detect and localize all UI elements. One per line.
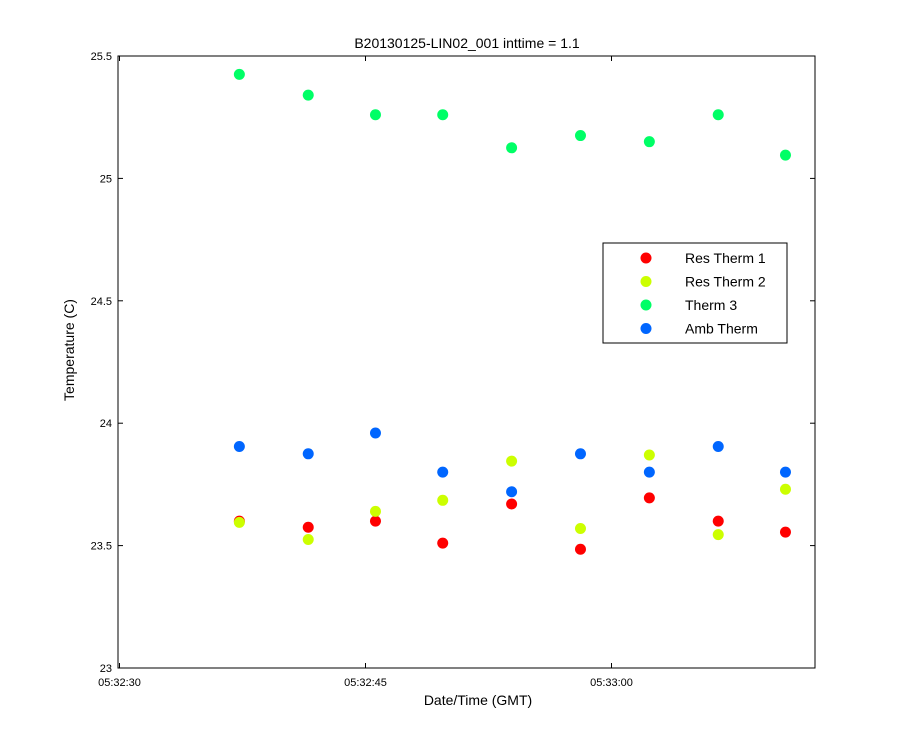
point-res-therm-2-1	[233, 516, 245, 528]
x-tick-label: 05:32:30	[98, 677, 141, 689]
point-amb-therm-8	[712, 440, 724, 452]
point-therm-3-4	[437, 109, 449, 121]
legend-marker-2	[640, 276, 652, 287]
y-tick-label: 23.5	[91, 541, 112, 553]
point-res-therm-1-5	[506, 498, 518, 510]
point-amb-therm-1	[233, 440, 245, 452]
legend-label-1: Res Therm 1	[685, 250, 766, 266]
point-therm-3-7	[643, 136, 655, 148]
legend-label-4: Amb Therm	[685, 321, 758, 337]
point-res-therm-1-3	[369, 515, 381, 527]
point-res-therm-2-2	[302, 533, 314, 545]
x-tick-label: 05:33:00	[590, 677, 633, 689]
legend-label-2: Res Therm 2	[685, 274, 766, 290]
chart-title: B20130125-LIN02_001 inttime = 1.1	[354, 35, 580, 51]
point-amb-therm-2	[302, 448, 314, 460]
point-res-therm-1-7	[643, 492, 655, 504]
point-res-therm-1-4	[437, 537, 449, 549]
y-tick-label: 24	[100, 418, 112, 430]
y-tick-label: 25	[100, 173, 112, 185]
point-res-therm-2-3	[369, 505, 381, 517]
point-therm-3-5	[506, 142, 518, 154]
legend-marker-4	[640, 323, 652, 334]
y-tick-label: 25.5	[91, 51, 112, 63]
point-res-therm-2-9	[779, 483, 791, 495]
point-therm-3-8	[712, 109, 724, 121]
point-res-therm-2-7	[643, 449, 655, 461]
point-amb-therm-9	[779, 466, 791, 478]
point-therm-3-6	[574, 130, 586, 142]
point-res-therm-1-6	[574, 543, 586, 555]
point-therm-3-1	[233, 68, 245, 80]
point-amb-therm-6	[574, 448, 586, 460]
point-amb-therm-5	[506, 486, 518, 498]
point-therm-3-9	[779, 149, 791, 161]
y-tick-label: 24.5	[91, 296, 112, 308]
point-res-therm-1-9	[779, 526, 791, 538]
point-res-therm-1-8	[712, 515, 724, 527]
x-axis: 05:32:30 05:32:45 05:33:00	[98, 56, 633, 689]
legend-label-3: Therm 3	[685, 297, 737, 313]
point-res-therm-2-5	[506, 455, 518, 467]
point-therm-3-2	[302, 89, 314, 101]
point-res-therm-2-6	[574, 522, 586, 534]
y-axis: 23 23.5 24 24.5 25 25.5	[91, 51, 815, 675]
legend-marker-3	[640, 299, 652, 311]
point-amb-therm-3	[369, 427, 381, 439]
y-tick-label: 23	[100, 663, 112, 675]
point-amb-therm-7	[643, 466, 655, 478]
point-res-therm-1-2	[302, 521, 314, 533]
point-res-therm-2-4	[437, 494, 449, 506]
point-therm-3-3	[369, 109, 381, 121]
plot-frame	[117, 55, 816, 669]
x-axis-label: Date/Time (GMT)	[424, 692, 532, 708]
data-points	[233, 68, 791, 555]
legend-marker-1	[640, 252, 652, 264]
x-tick-label: 05:32:45	[344, 677, 387, 689]
point-res-therm-2-8	[712, 529, 724, 541]
y-axis-label: Temperature (C)	[61, 299, 77, 401]
plot-background	[118, 56, 815, 668]
legend: Res Therm 1 Res Therm 2 Therm 3 Amb Therm	[602, 242, 788, 344]
legend-box	[602, 242, 788, 344]
point-amb-therm-4	[437, 466, 449, 478]
